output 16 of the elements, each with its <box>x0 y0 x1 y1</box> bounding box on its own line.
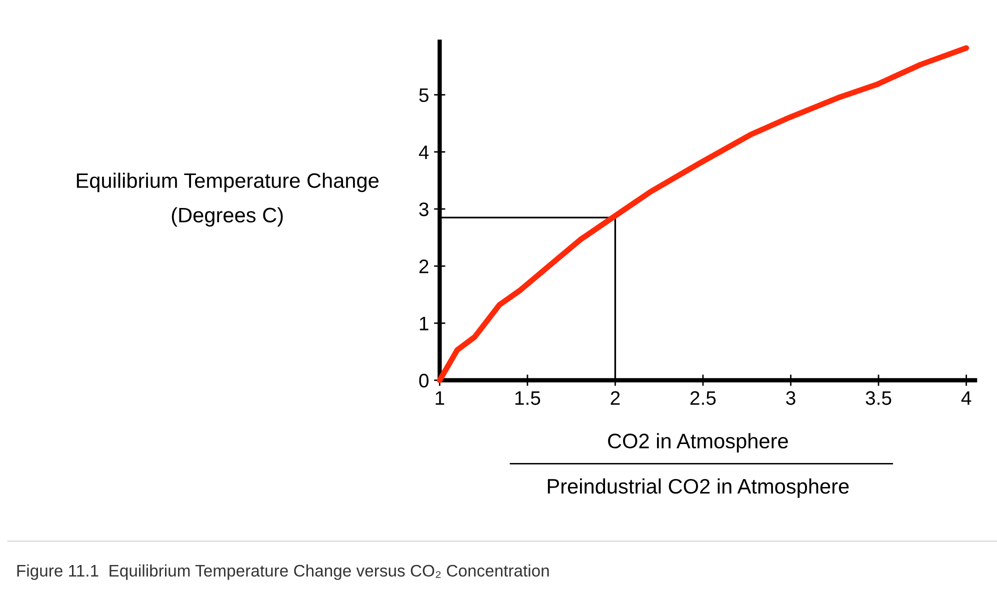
x-tick-label: 4 <box>961 391 972 405</box>
y-tick-label: 2 <box>419 260 428 274</box>
x-tick-label: 1 <box>436 391 444 405</box>
y-axis-title: Equilibrium Temperature Change (Degrees C) <box>76 172 378 227</box>
x-tick-label: 3.5 <box>866 391 892 405</box>
x-tick-label: 2.5 <box>690 391 716 405</box>
x-tick-label: 1.5 <box>515 391 540 405</box>
y-tick-label: 5 <box>419 88 428 102</box>
caption: Figure 11.1 Equilibrium Temperature Change versus CO₂ Concentration <box>17 564 549 580</box>
text: CO2 in Atmosphere Preindustrial CO2 in Atmosphere <box>548 433 849 498</box>
x-tick-label: 2 <box>610 391 620 405</box>
y-tick-label: 3 <box>419 202 428 216</box>
x-tick-label: 3 <box>786 391 796 405</box>
y-tick-label: 4 <box>418 146 429 159</box>
y-tick-label: 0 <box>419 374 428 388</box>
y-tick-label: 1 <box>420 316 428 330</box>
